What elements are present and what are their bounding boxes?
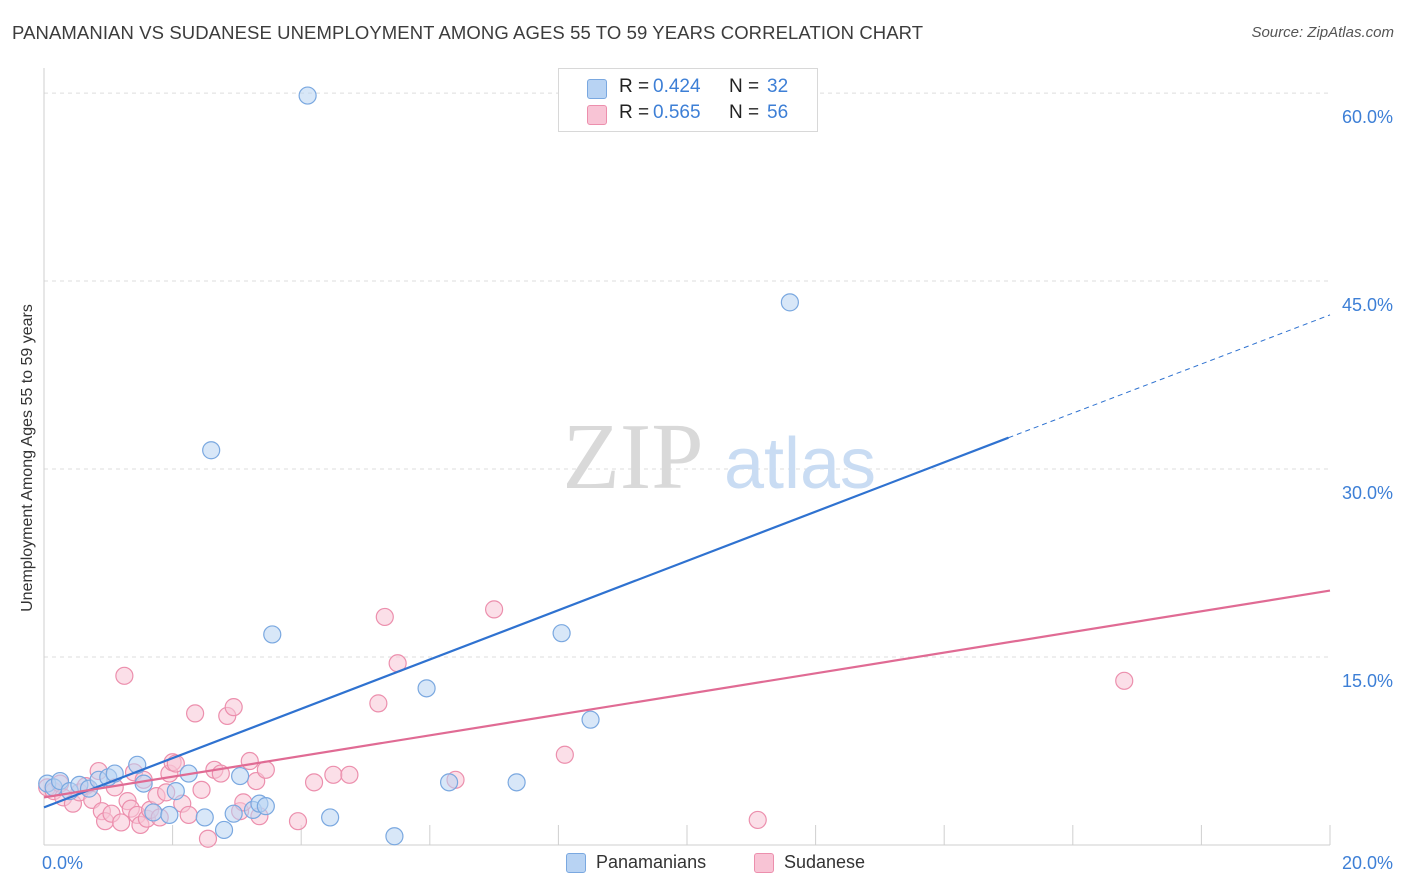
panamanian-point — [160, 805, 179, 825]
panamanian-trend-extension — [1008, 314, 1331, 439]
stats-legend: R = 0.424 N = 32 R = 0.565 N = 56 — [558, 68, 818, 132]
y-tick-label: 30.0% — [1342, 483, 1393, 503]
panamanian-point — [439, 773, 459, 792]
panamanian-point — [166, 782, 185, 801]
n-label: N = — [729, 76, 760, 97]
watermark-atlas: atlas — [724, 424, 876, 504]
panamanian-point — [552, 624, 571, 643]
stats-row-sudanese: R = 0.565 N = 56 — [559, 101, 817, 127]
x-tick-label: 20.0% — [1342, 853, 1393, 873]
sudanese-point — [192, 780, 211, 799]
sudanese-trend-line — [43, 589, 1331, 799]
x-tick-label: 0.0% — [42, 853, 83, 873]
sudanese-point — [324, 765, 343, 784]
sudanese-point — [224, 698, 243, 717]
sudanese-point — [304, 773, 324, 792]
sudanese-point — [288, 812, 308, 831]
sudanese-point — [112, 813, 131, 832]
panamanian-point — [231, 766, 250, 786]
panamanian-point — [263, 625, 282, 644]
pink-swatch — [754, 853, 774, 873]
axis-tick-labels: 15.0% 30.0% 45.0% 60.0% 0.0% 20.0% — [42, 107, 1393, 873]
blue-swatch — [587, 79, 607, 99]
watermark-zip: ZIP — [563, 405, 704, 509]
panamanian-point — [507, 773, 526, 792]
sudanese-point — [748, 810, 767, 830]
sudanese-point — [375, 607, 394, 627]
panamanian-points — [38, 86, 799, 846]
sudanese-point — [179, 805, 198, 825]
legend-label: Panamanians — [596, 852, 707, 872]
panamanian-point — [224, 804, 243, 823]
sudanese-point — [115, 666, 134, 685]
r-value: 0.424 — [653, 76, 701, 97]
panamanian-point — [581, 710, 600, 729]
trend-lines — [43, 314, 1331, 809]
sudanese-point — [240, 751, 259, 771]
sudanese-point — [198, 829, 218, 848]
chart-title: PANAMANIAN VS SUDANESE UNEMPLOYMENT AMON… — [12, 22, 924, 43]
r-label: R = — [619, 102, 650, 123]
panamanian-point — [298, 86, 317, 105]
source-credit: Source: ZipAtlas.com — [1251, 24, 1394, 41]
panamanian-point — [134, 774, 153, 793]
panamanian-point — [202, 441, 221, 460]
n-value: 32 — [767, 76, 789, 97]
panamanian-point — [321, 808, 340, 827]
blue-swatch — [566, 853, 586, 873]
sudanese-point — [256, 760, 275, 779]
sudanese-point — [340, 765, 359, 784]
r-label: R = — [619, 76, 650, 97]
panamanian-point — [780, 293, 799, 312]
n-value: 56 — [767, 102, 789, 123]
y-tick-label: 15.0% — [1342, 671, 1393, 691]
sudanese-point — [186, 704, 205, 723]
panamanian-point — [214, 820, 234, 840]
pink-swatch — [587, 105, 607, 125]
y-tick-label: 45.0% — [1342, 295, 1393, 315]
legend-label: Sudanese — [784, 852, 866, 872]
stats-row-panamanians: R = 0.424 N = 32 — [559, 75, 817, 101]
sudanese-point — [369, 694, 388, 713]
sudanese-point — [1115, 671, 1134, 690]
panamanian-point — [195, 808, 214, 827]
n-label: N = — [729, 102, 760, 123]
r-value: 0.565 — [653, 102, 701, 123]
sudanese-point — [485, 600, 504, 619]
panamanian-trend-line — [43, 436, 1009, 809]
panamanian-point — [144, 803, 163, 822]
panamanian-point — [417, 679, 436, 698]
panamanian-point — [385, 827, 404, 846]
panamanian-point — [256, 797, 275, 816]
watermark: ZIP atlas — [563, 405, 877, 509]
sudanese-point — [555, 745, 574, 764]
y-tick-label: 60.0% — [1342, 107, 1393, 127]
